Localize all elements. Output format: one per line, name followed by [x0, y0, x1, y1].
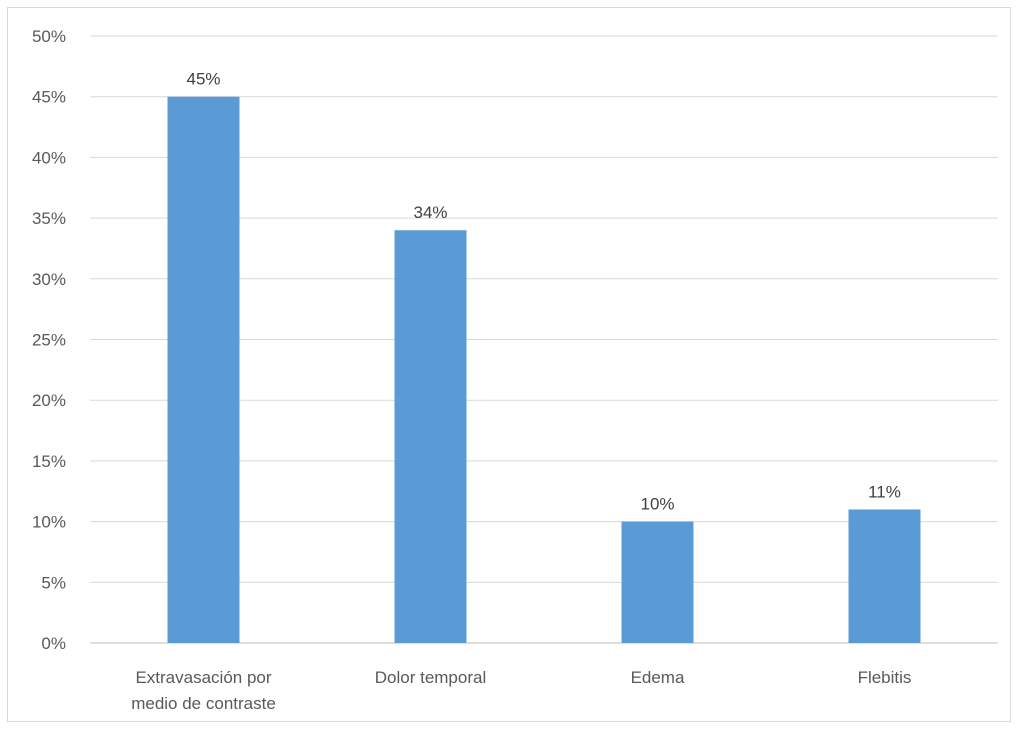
y-tick-label: 5%: [41, 573, 66, 592]
category-label: Flebitis: [858, 668, 912, 687]
y-tick-label: 40%: [32, 148, 66, 167]
y-tick-label: 25%: [32, 331, 66, 350]
y-tick-label: 35%: [32, 209, 66, 228]
data-label: 11%: [868, 482, 901, 501]
bar: [394, 230, 467, 644]
y-tick-label: 30%: [32, 270, 66, 289]
bar: [621, 521, 694, 643]
y-tick-label: 45%: [32, 88, 66, 107]
data-label: 10%: [640, 495, 674, 514]
bar: [848, 509, 921, 643]
y-tick-label: 20%: [32, 391, 66, 410]
y-tick-label: 0%: [41, 634, 66, 653]
y-tick-label: 10%: [32, 513, 66, 532]
y-tick-label: 50%: [32, 27, 66, 46]
data-label: 45%: [186, 70, 220, 89]
category-label: Edema: [631, 668, 685, 687]
y-tick-label: 15%: [32, 452, 66, 471]
category-label: medio de contraste: [131, 694, 276, 713]
bar: [167, 96, 240, 643]
category-label: Extravasación por: [135, 668, 271, 687]
category-label: Dolor temporal: [375, 668, 487, 687]
data-label: 34%: [413, 203, 447, 222]
